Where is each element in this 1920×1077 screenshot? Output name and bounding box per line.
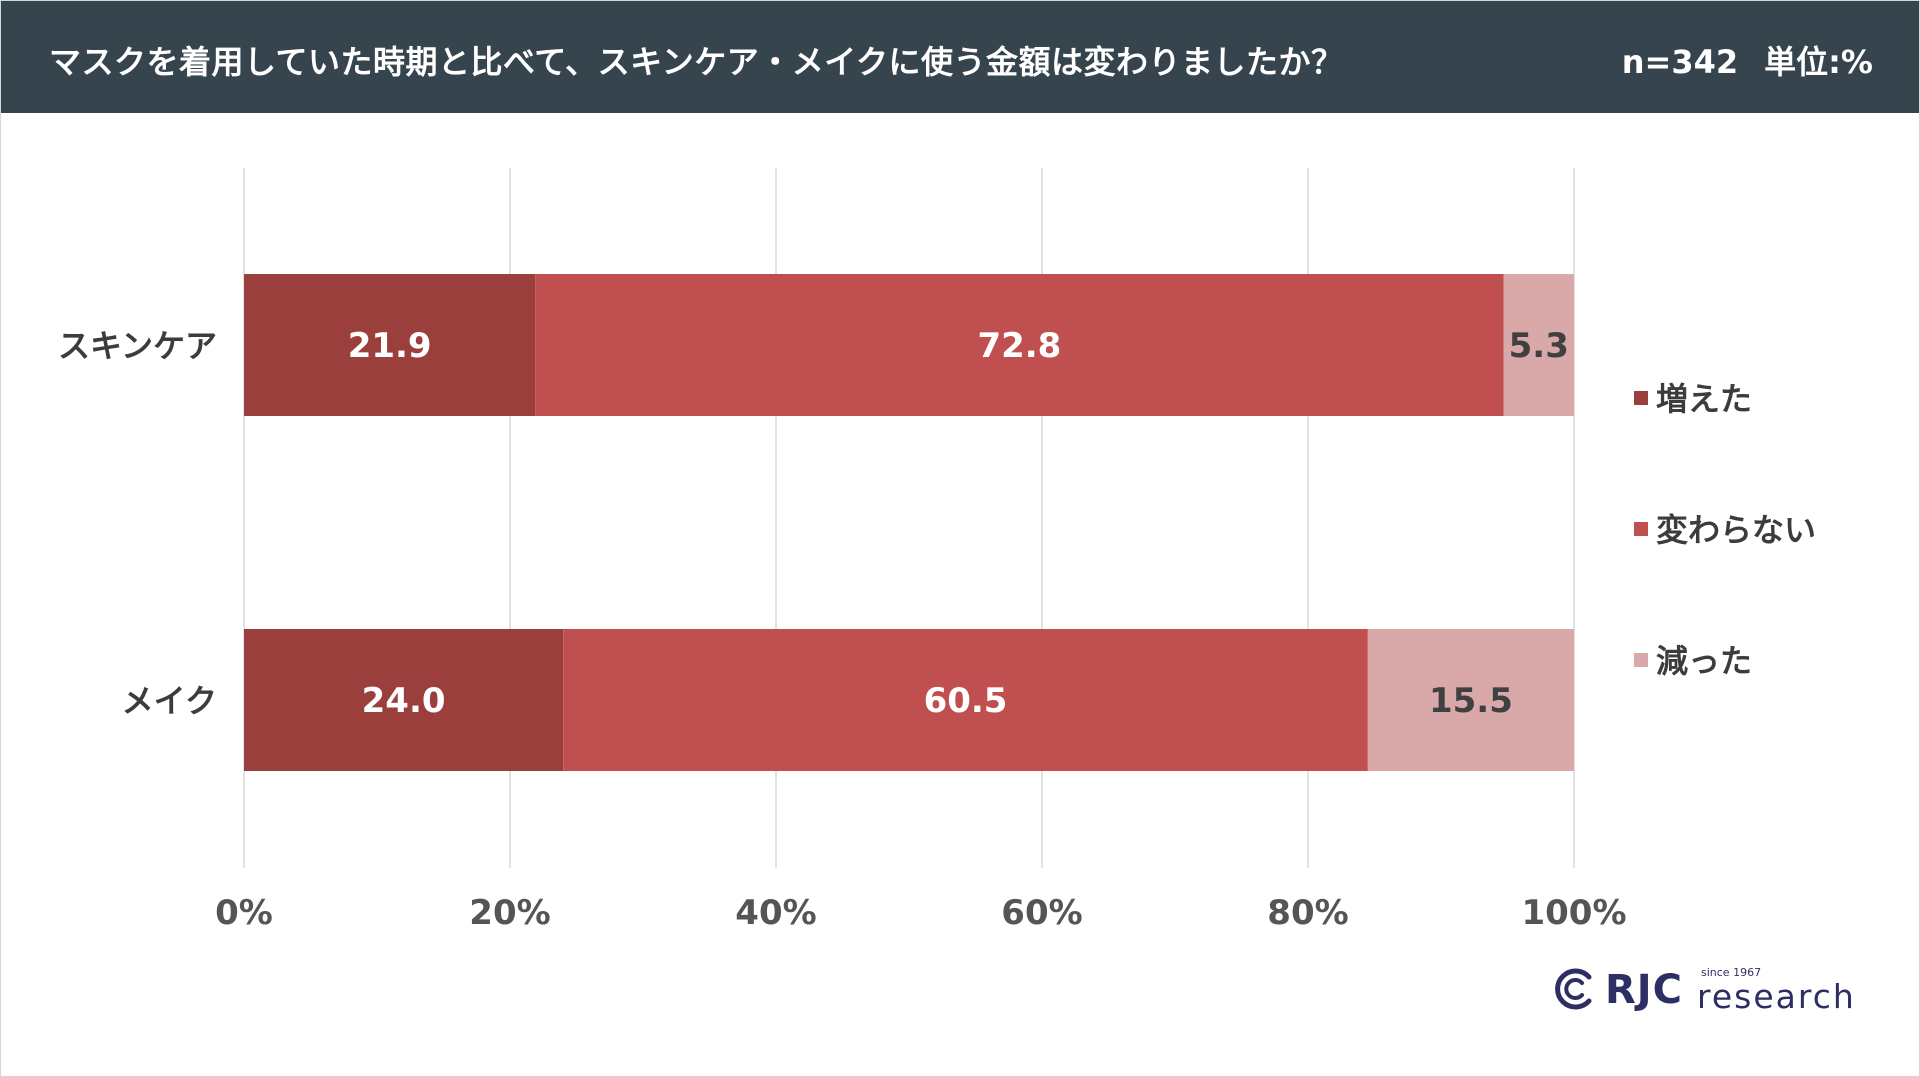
data-label-0-2: 5.3 — [1509, 326, 1569, 366]
bar-segment-1-0 — [244, 629, 564, 771]
x-tick-label-0: 0% — [215, 893, 273, 933]
bar-segment-0-2 — [1503, 274, 1574, 416]
data-label-0-1: 72.8 — [977, 326, 1061, 366]
legend-swatch-decreased — [1634, 653, 1648, 667]
x-tick-label-80: 80% — [1267, 893, 1348, 933]
data-label-0-0: 21.9 — [348, 326, 432, 366]
legend-swatch-unchanged — [1634, 522, 1648, 536]
rjc-logo-icon — [1555, 968, 1592, 1010]
legend-label-decreased: 減った — [1656, 642, 1753, 680]
bar-segment-1-2 — [1367, 629, 1574, 771]
bar-segment-0-1 — [535, 274, 1504, 416]
x-tick-label-20: 20% — [469, 893, 550, 933]
bar-segment-1-1 — [563, 629, 1368, 771]
legend-label-increased: 増えた — [1656, 380, 1753, 418]
x-tick-label-40: 40% — [735, 893, 816, 933]
bar-segment-0-0 — [244, 274, 536, 416]
unit-label: 単位:% — [1764, 43, 1873, 81]
x-tick-label-60: 60% — [1001, 893, 1082, 933]
legend-label-unchanged: 変わらない — [1656, 511, 1817, 549]
rjc-research-logo: RJC since 1967 research — [1553, 963, 1856, 1023]
chart-meta: n=342 単位:% — [1622, 37, 1873, 83]
sample-size: n=342 — [1621, 43, 1739, 81]
logo-research-text: research — [1697, 977, 1856, 1016]
data-label-1-1: 60.5 — [924, 681, 1008, 721]
data-label-1-2: 15.5 — [1429, 681, 1513, 721]
category-label-1: メイク — [122, 682, 217, 720]
category-label-0: スキンケア — [58, 327, 217, 365]
x-tick-label-100: 100% — [1521, 893, 1626, 933]
header-bar: マスクを着用していた時期と比べて、スキンケア・メイクに使う金額は変わりましたか？… — [1, 1, 1919, 113]
logo-brand-text: RJC — [1605, 967, 1684, 1013]
stacked-bar-chart: 21.9 72.8 5.3 スキンケア 24.0 60.5 15.5 メイク 0% 20% 40% 6… — [58, 168, 1627, 933]
chart-title: マスクを着用していた時期と比べて、スキンケア・メイクに使う金額は変わりましたか？ — [49, 43, 1344, 81]
logo-since-text: since 1967 — [1701, 966, 1762, 979]
data-label-1-0: 24.0 — [362, 681, 446, 721]
legend-swatch-increased — [1634, 391, 1648, 405]
